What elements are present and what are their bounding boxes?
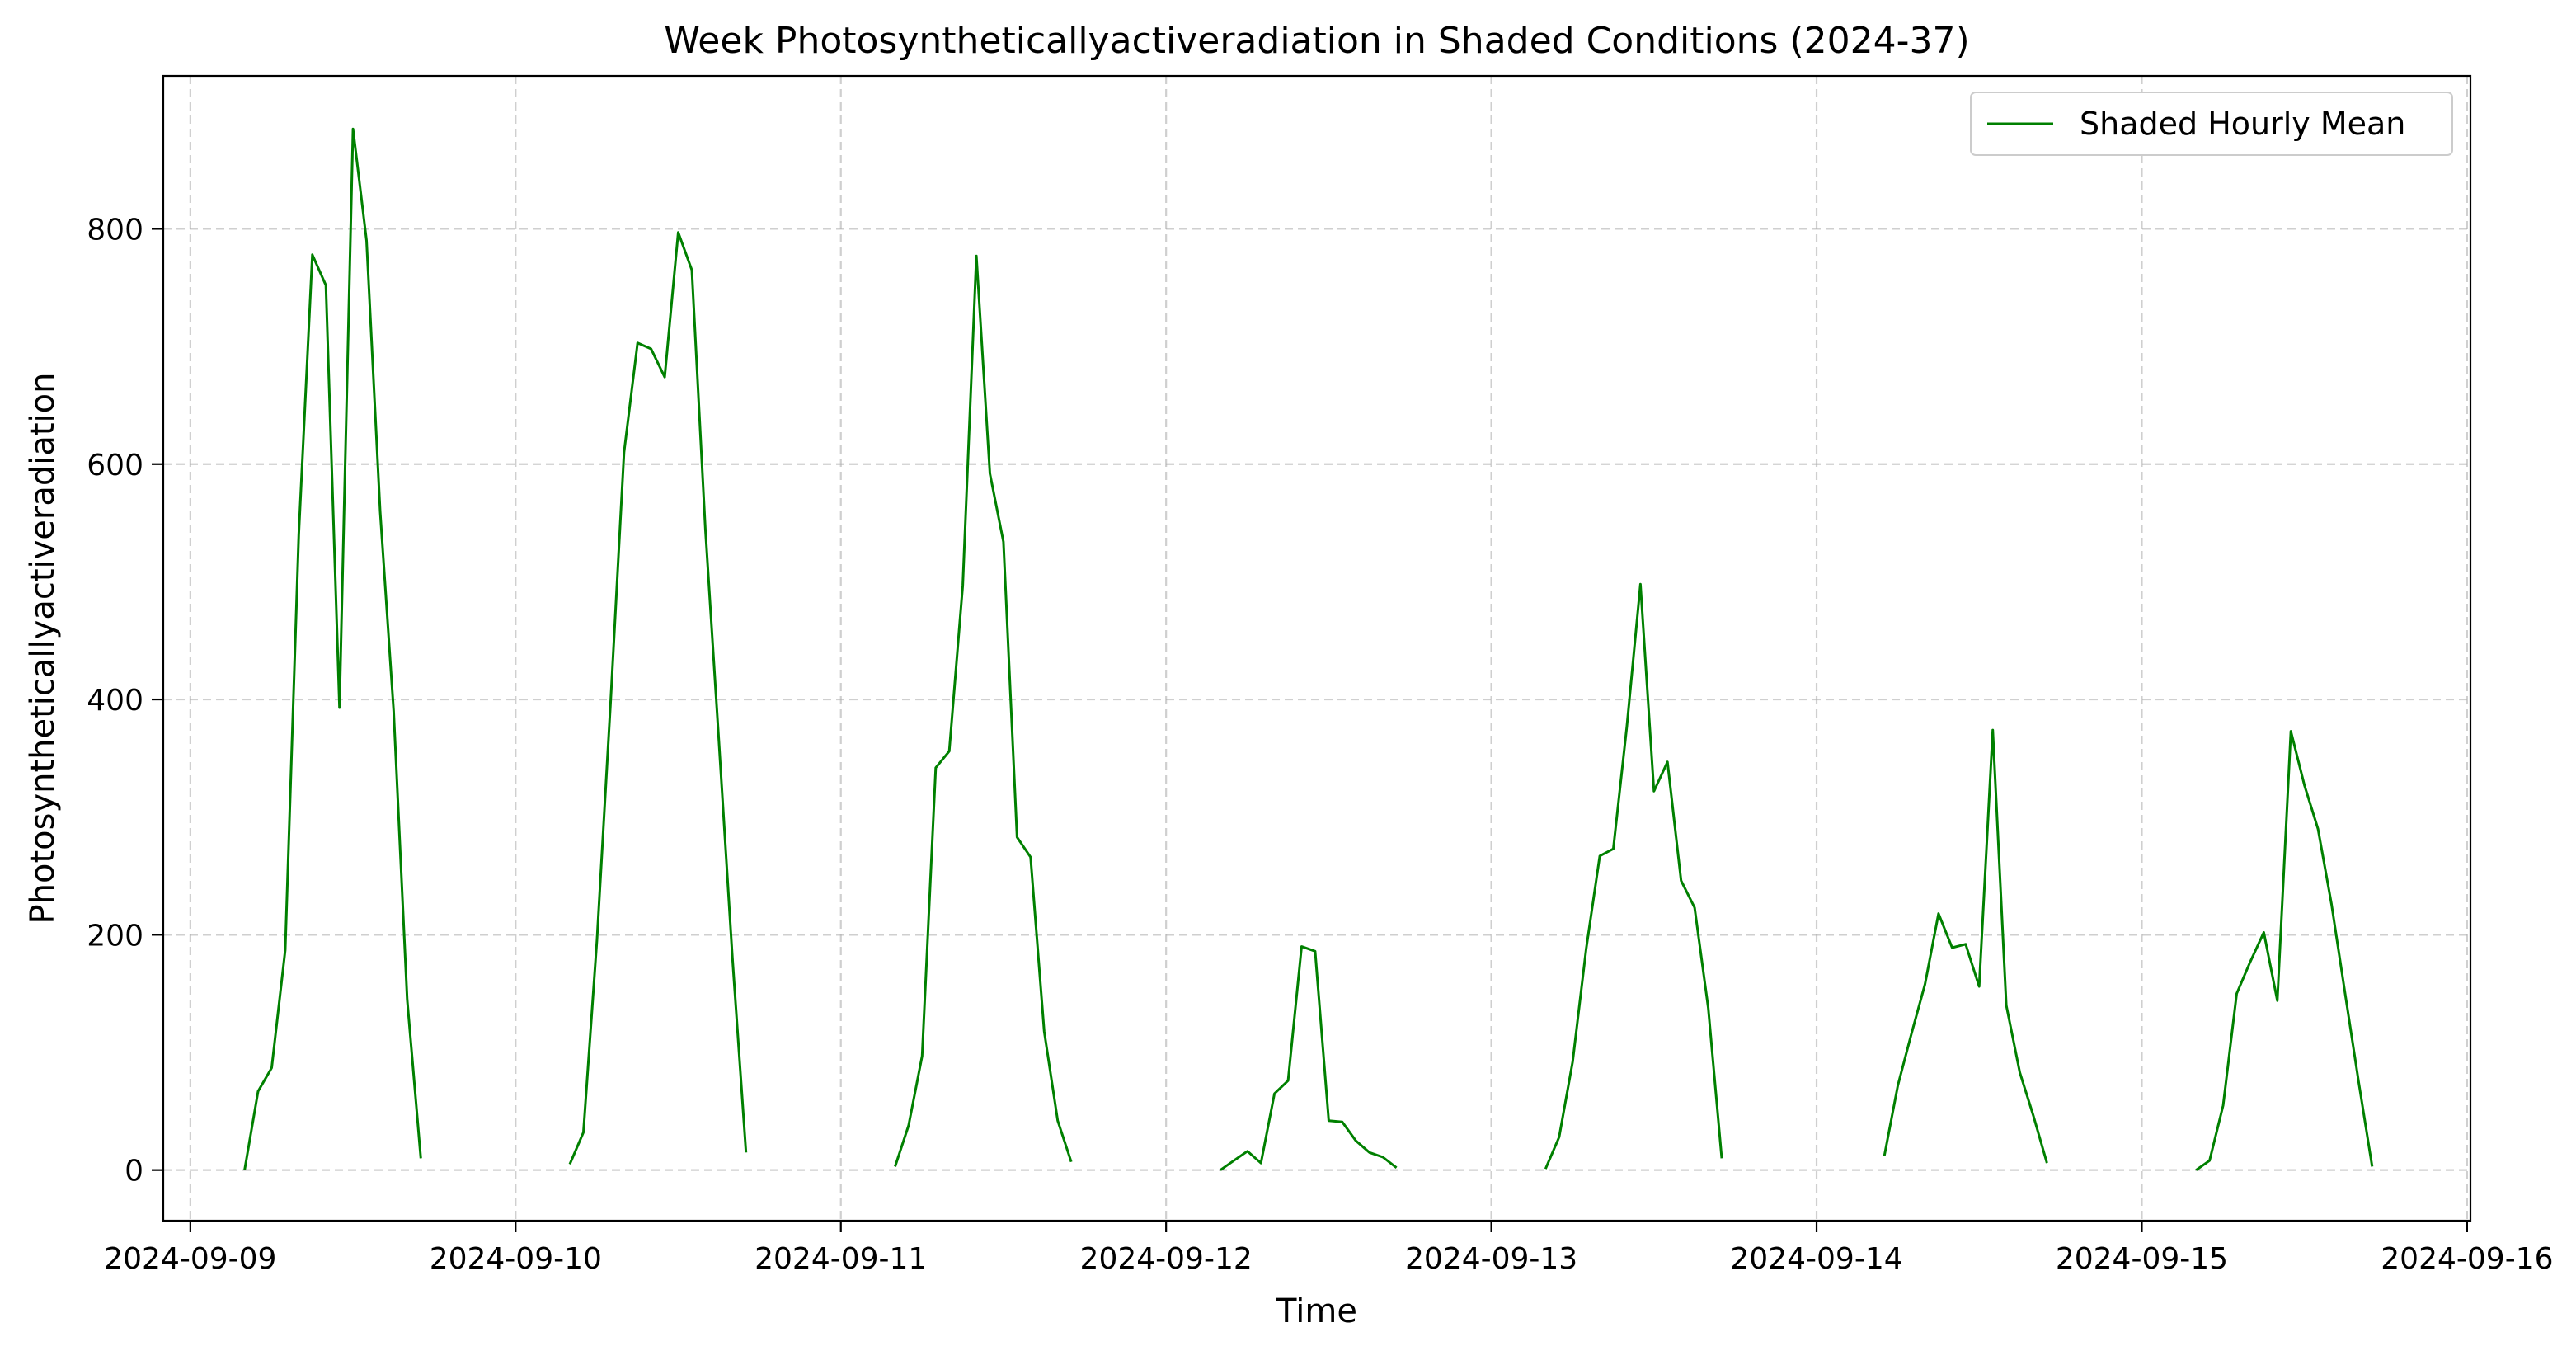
y-tick-label: 0 <box>125 1155 143 1189</box>
legend-box <box>1970 92 2453 156</box>
series-line-segment <box>1883 728 2048 1164</box>
series-line-segment <box>243 127 422 1170</box>
x-axis-label: Time <box>1276 1292 1357 1330</box>
x-tick-label: 2024-09-12 <box>1080 1242 1253 1276</box>
legend-label-shaded-hourly-mean: Shaded Hourly Mean <box>2080 106 2405 142</box>
y-axis-label: Photosyntheticallyactiveradiation <box>24 373 62 925</box>
x-tick-label: 2024-09-14 <box>1730 1242 1902 1276</box>
x-tick-label: 2024-09-11 <box>754 1242 927 1276</box>
y-axis: 0 200 400 600 800 <box>87 213 163 1189</box>
x-tick-label: 2024-09-09 <box>104 1242 276 1276</box>
x-axis: 2024-09-09 2024-09-10 2024-09-11 2024-09-12… <box>104 1221 2554 1276</box>
x-tick-label: 2024-09-10 <box>430 1242 602 1276</box>
series-line-segment <box>1544 582 1723 1170</box>
x-tick-label: 2024-09-13 <box>1405 1242 1577 1276</box>
series-line-segment <box>894 254 1073 1167</box>
x-tick-label: 2024-09-15 <box>2056 1242 2228 1276</box>
y-tick-label: 400 <box>87 684 143 718</box>
y-tick-label: 200 <box>87 919 143 953</box>
y-tick-label: 600 <box>87 449 143 482</box>
chart-title: Week Photosyntheticallyactiveradiation i… <box>664 20 1969 62</box>
y-tick-label: 800 <box>87 213 143 247</box>
series-lines <box>243 127 2374 1171</box>
x-tick-label: 2024-09-16 <box>2381 1242 2553 1276</box>
series-line-segment <box>568 231 748 1165</box>
plot-area-frame <box>162 74 2472 1222</box>
series-line-segment <box>1220 945 1398 1171</box>
series-line-segment <box>2195 730 2374 1171</box>
legend: Shaded Hourly Mean <box>1970 92 2453 156</box>
grid-lines <box>163 76 2470 1221</box>
